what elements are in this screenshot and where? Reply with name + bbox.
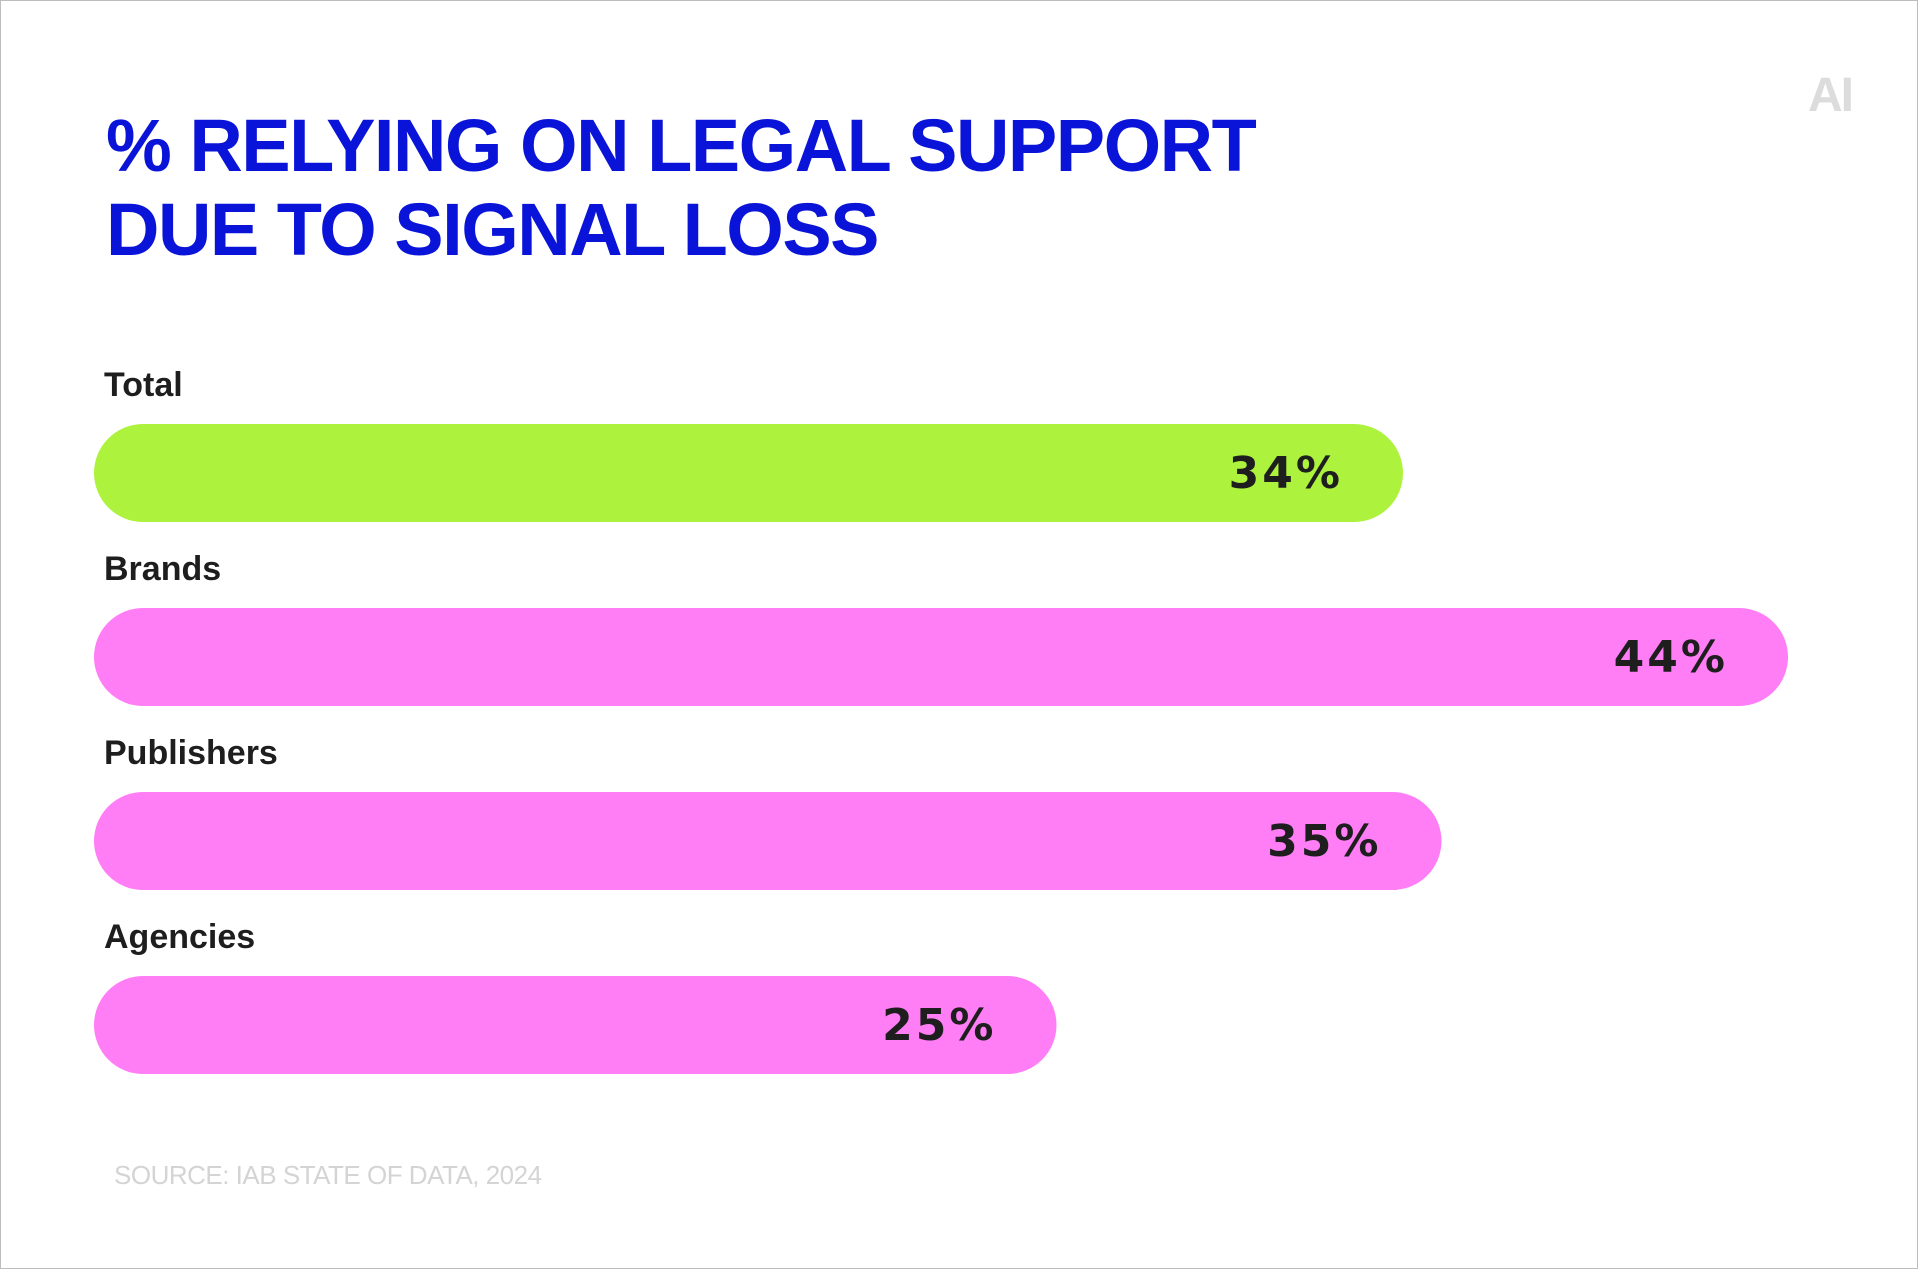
category-label-total: Total [104, 366, 183, 404]
source-note: SOURCE: IAB STATE OF DATA, 2024 [114, 1160, 542, 1190]
chart-title: % RELYING ON LEGAL SUPPORT DUE TO SIGNAL… [106, 104, 1257, 272]
value-label-publishers: 35% [1267, 816, 1381, 867]
value-label-total: 34% [1229, 448, 1343, 499]
category-label-publishers: Publishers [104, 734, 278, 772]
category-label-agencies: Agencies [104, 918, 255, 956]
value-label-agencies: 25% [882, 1000, 996, 1051]
bar-publishers [94, 792, 1442, 890]
bar-agencies [94, 976, 1057, 1074]
chart-title-line-1: % RELYING ON LEGAL SUPPORT [106, 104, 1257, 187]
chart-title-line-2: DUE TO SIGNAL LOSS [106, 188, 880, 271]
brand-logo: AI [1808, 69, 1854, 122]
bar-total [94, 424, 1403, 522]
value-label-brands: 44% [1614, 632, 1728, 683]
category-label-brands: Brands [104, 550, 221, 588]
bar-brands [94, 608, 1788, 706]
